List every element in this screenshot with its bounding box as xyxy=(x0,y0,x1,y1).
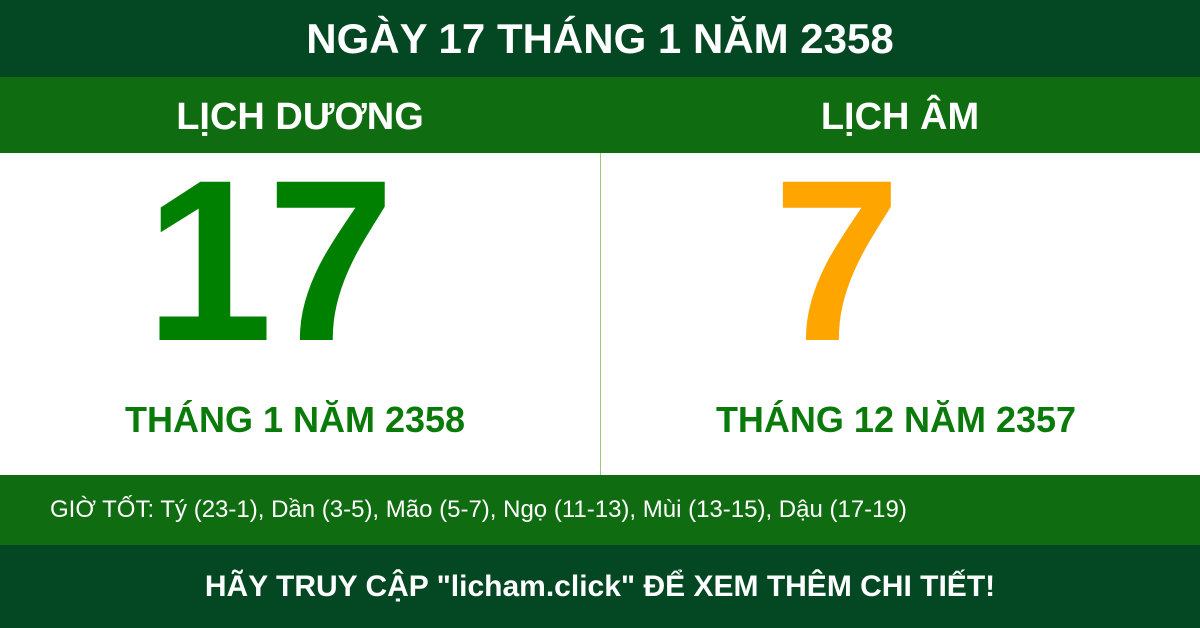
good-hours: GIỜ TỐT: Tý (23-1), Dần (3-5), Mão (5-7)… xyxy=(0,475,1200,545)
solar-day: 17 xyxy=(145,153,395,389)
lunar-month-year: THÁNG 12 NĂM 2357 xyxy=(715,399,1077,440)
calendar-headers: LỊCH DƯƠNG LỊCH ÂM xyxy=(0,77,1200,153)
solar-heading: LỊCH DƯƠNG xyxy=(176,96,424,138)
page-title: NGÀY 17 THÁNG 1 NĂM 2358 xyxy=(0,0,1200,77)
solar-panel: 17 THÁNG 1 NĂM 2358 xyxy=(0,153,600,475)
lunar-panel: 7 THÁNG 12 NĂM 2357 xyxy=(600,153,1200,475)
lunar-heading: LỊCH ÂM xyxy=(820,96,980,138)
footer-cta: HÃY TRUY CẬP "licham.click" ĐỂ XEM THÊM … xyxy=(0,545,1200,628)
lunar-day: 7 xyxy=(773,153,901,389)
solar-month-year: THÁNG 1 NĂM 2358 xyxy=(124,399,466,440)
